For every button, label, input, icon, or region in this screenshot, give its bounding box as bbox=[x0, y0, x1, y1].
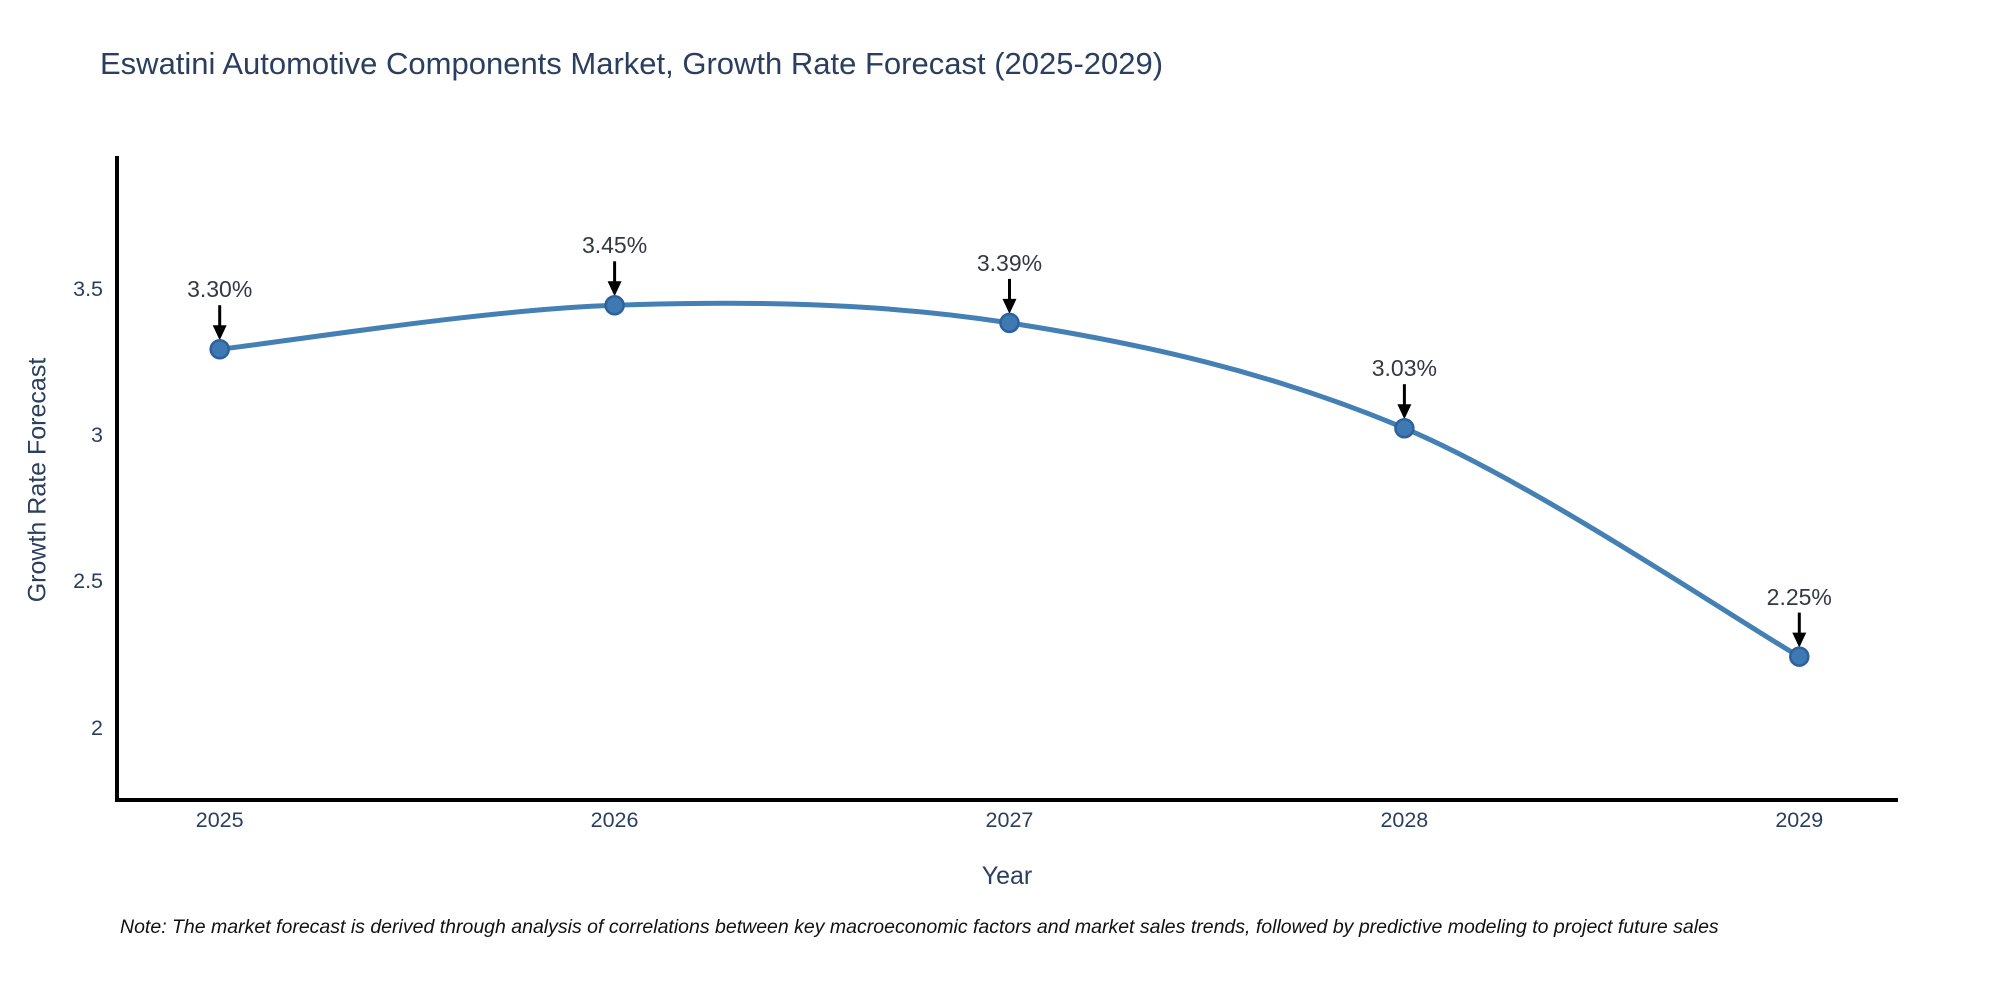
series-line bbox=[217, 300, 1802, 660]
data-point-label: 3.39% bbox=[976, 249, 1043, 276]
data-point-marker[interactable] bbox=[1789, 646, 1810, 667]
y-tick-label: 2 bbox=[91, 715, 103, 740]
data-point-label: 3.45% bbox=[581, 232, 648, 259]
annotation-arrow-head bbox=[1002, 298, 1017, 314]
x-tick-label: 2029 bbox=[1775, 808, 1824, 832]
data-point-marker[interactable] bbox=[1394, 417, 1415, 439]
data-point-label: 3.30% bbox=[187, 276, 253, 303]
chart-title: Eswatini Automotive Components Market, G… bbox=[100, 46, 1164, 81]
x-tick-label: 2025 bbox=[195, 808, 244, 832]
x-tick-label: 2026 bbox=[590, 808, 639, 832]
x-tick-label: 2028 bbox=[1380, 808, 1429, 832]
data-point-marker[interactable] bbox=[604, 295, 625, 316]
data-point-label: 3.03% bbox=[1371, 355, 1437, 382]
footnote: Note: The market forecast is derived thr… bbox=[120, 916, 1719, 938]
annotation-arrow-head bbox=[1792, 632, 1807, 648]
y-axis-title: Growth Rate Forecast bbox=[23, 357, 52, 603]
y-tick-label: 3.5 bbox=[73, 276, 103, 301]
annotation-arrow-head bbox=[607, 281, 622, 297]
data-point-marker[interactable] bbox=[209, 338, 230, 360]
annotation-arrow-head bbox=[1397, 404, 1412, 420]
y-tick-label: 2.5 bbox=[73, 569, 103, 594]
annotation-arrow-head bbox=[212, 325, 227, 341]
y-tick-label: 3 bbox=[91, 423, 103, 448]
x-axis-title: Year bbox=[981, 862, 1033, 890]
x-tick-label: 2027 bbox=[985, 808, 1034, 832]
data-point-label: 2.25% bbox=[1766, 583, 1832, 610]
data-point-marker[interactable] bbox=[999, 312, 1020, 334]
